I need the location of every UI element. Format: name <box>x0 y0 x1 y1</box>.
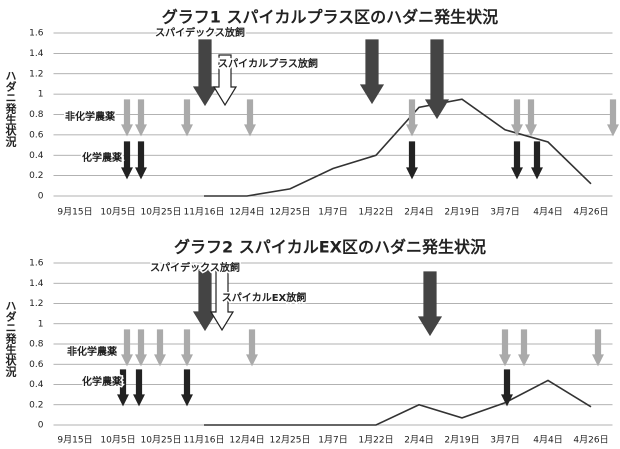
x-tick-label: 12月4日 <box>229 207 264 218</box>
y-tick-label: 0.6 <box>29 360 44 370</box>
arrow <box>135 99 147 137</box>
y-tick-label: 1.2 <box>29 299 43 309</box>
arrow <box>117 369 129 407</box>
y-axis-label: ハダニ発生状況 <box>4 70 18 148</box>
x-tick-label: 11月16日 <box>184 207 225 218</box>
annotation: 化学農薬 <box>82 375 123 388</box>
arrow <box>192 269 218 332</box>
x-tick-label: 1月22日 <box>358 207 393 218</box>
arrow <box>525 99 537 137</box>
annotation: 非化学農薬 <box>67 345 118 358</box>
arrow <box>406 99 418 137</box>
x-tick-label: 12月4日 <box>229 435 264 446</box>
arrow <box>121 141 133 180</box>
y-tick-label: 0.4 <box>29 380 44 390</box>
annotation: 非化学農薬 <box>65 110 116 123</box>
arrow <box>244 99 256 137</box>
y-tick-label: 1.4 <box>29 49 44 59</box>
y-tick-label: 1 <box>38 90 44 100</box>
arrow <box>133 369 145 407</box>
x-tick-label: 1月7日 <box>318 435 347 446</box>
x-tick-label: 4月26日 <box>573 435 608 446</box>
annotation: スパイカルプラス放飼 <box>218 57 318 70</box>
x-tick-label: 1月22日 <box>358 435 393 446</box>
arrow <box>424 39 450 120</box>
y-tick-label: 0.8 <box>29 340 44 350</box>
arrow <box>499 329 511 367</box>
arrow <box>181 369 193 407</box>
x-tick-label: 9月15日 <box>57 435 92 446</box>
y-tick-label: 0.8 <box>29 110 44 120</box>
arrow <box>154 329 166 367</box>
x-tick-label: 2月4日 <box>404 435 433 446</box>
arrow <box>246 329 258 367</box>
x-tick-label: 10月25日 <box>141 207 182 218</box>
arrow <box>406 141 418 180</box>
x-tick-label: 2月19日 <box>444 435 479 446</box>
y-tick-label: 0.2 <box>29 400 43 410</box>
arrow <box>135 329 147 367</box>
y-tick-label: 1.6 <box>29 29 44 39</box>
arrow <box>135 141 147 180</box>
arrow <box>209 269 235 332</box>
x-tick-label: 4月4日 <box>533 435 562 446</box>
x-tick-label: 10月5日 <box>100 435 135 446</box>
x-tick-label: 2月19日 <box>444 207 479 218</box>
x-tick-label: 4月26日 <box>573 207 608 218</box>
arrow <box>181 99 193 137</box>
arrow <box>511 141 523 180</box>
x-tick-label: 10月5日 <box>100 207 135 218</box>
arrow <box>531 141 543 180</box>
annotation: スパイカルEX放飼 <box>222 291 307 304</box>
y-tick-label: 0.2 <box>29 171 43 181</box>
arrow <box>359 39 385 105</box>
arrow <box>192 39 218 107</box>
y-tick-label: 1.2 <box>29 69 43 79</box>
x-tick-label: 11月16日 <box>184 435 225 446</box>
y-axis-label: ハダニ発生状況 <box>4 300 18 378</box>
x-tick-label: 9月15日 <box>57 207 92 218</box>
y-tick-label: 0 <box>38 192 44 202</box>
chart-title: グラフ1 スパイカルプラス区のハダニ発生状況 <box>162 8 498 27</box>
arrow <box>121 99 133 137</box>
x-tick-label: 10月25日 <box>141 435 182 446</box>
x-tick-label: 2月4日 <box>404 207 433 218</box>
annotation: スパイデックス放飼 <box>155 26 245 39</box>
y-tick-label: 0.4 <box>29 151 44 161</box>
arrow <box>592 329 604 367</box>
x-tick-label: 3月7日 <box>490 207 519 218</box>
arrow <box>417 271 443 337</box>
data-line <box>204 379 592 426</box>
arrow <box>518 329 530 367</box>
x-tick-label: 1月7日 <box>318 207 347 218</box>
arrow <box>212 54 238 107</box>
annotation: 化学農薬 <box>82 151 123 164</box>
y-tick-label: 1.4 <box>29 279 44 289</box>
y-tick-label: 0.6 <box>29 130 44 140</box>
arrow <box>121 329 133 367</box>
arrow <box>607 99 619 137</box>
chart-title: グラフ2 スパイカルEX区のハダニ発生状況 <box>174 238 486 257</box>
x-tick-label: 12月25日 <box>270 207 311 218</box>
arrow <box>181 329 193 367</box>
x-tick-label: 4月4日 <box>533 207 562 218</box>
arrow <box>501 369 513 407</box>
y-tick-label: 1.6 <box>29 259 44 269</box>
y-tick-label: 1 <box>38 319 44 329</box>
x-tick-label: 12月25日 <box>270 435 311 446</box>
x-tick-label: 3月7日 <box>490 435 519 446</box>
arrow <box>511 99 523 137</box>
annotation: スパイデックス放飼 <box>150 261 240 274</box>
data-line <box>204 98 592 197</box>
y-tick-label: 0 <box>38 421 44 431</box>
